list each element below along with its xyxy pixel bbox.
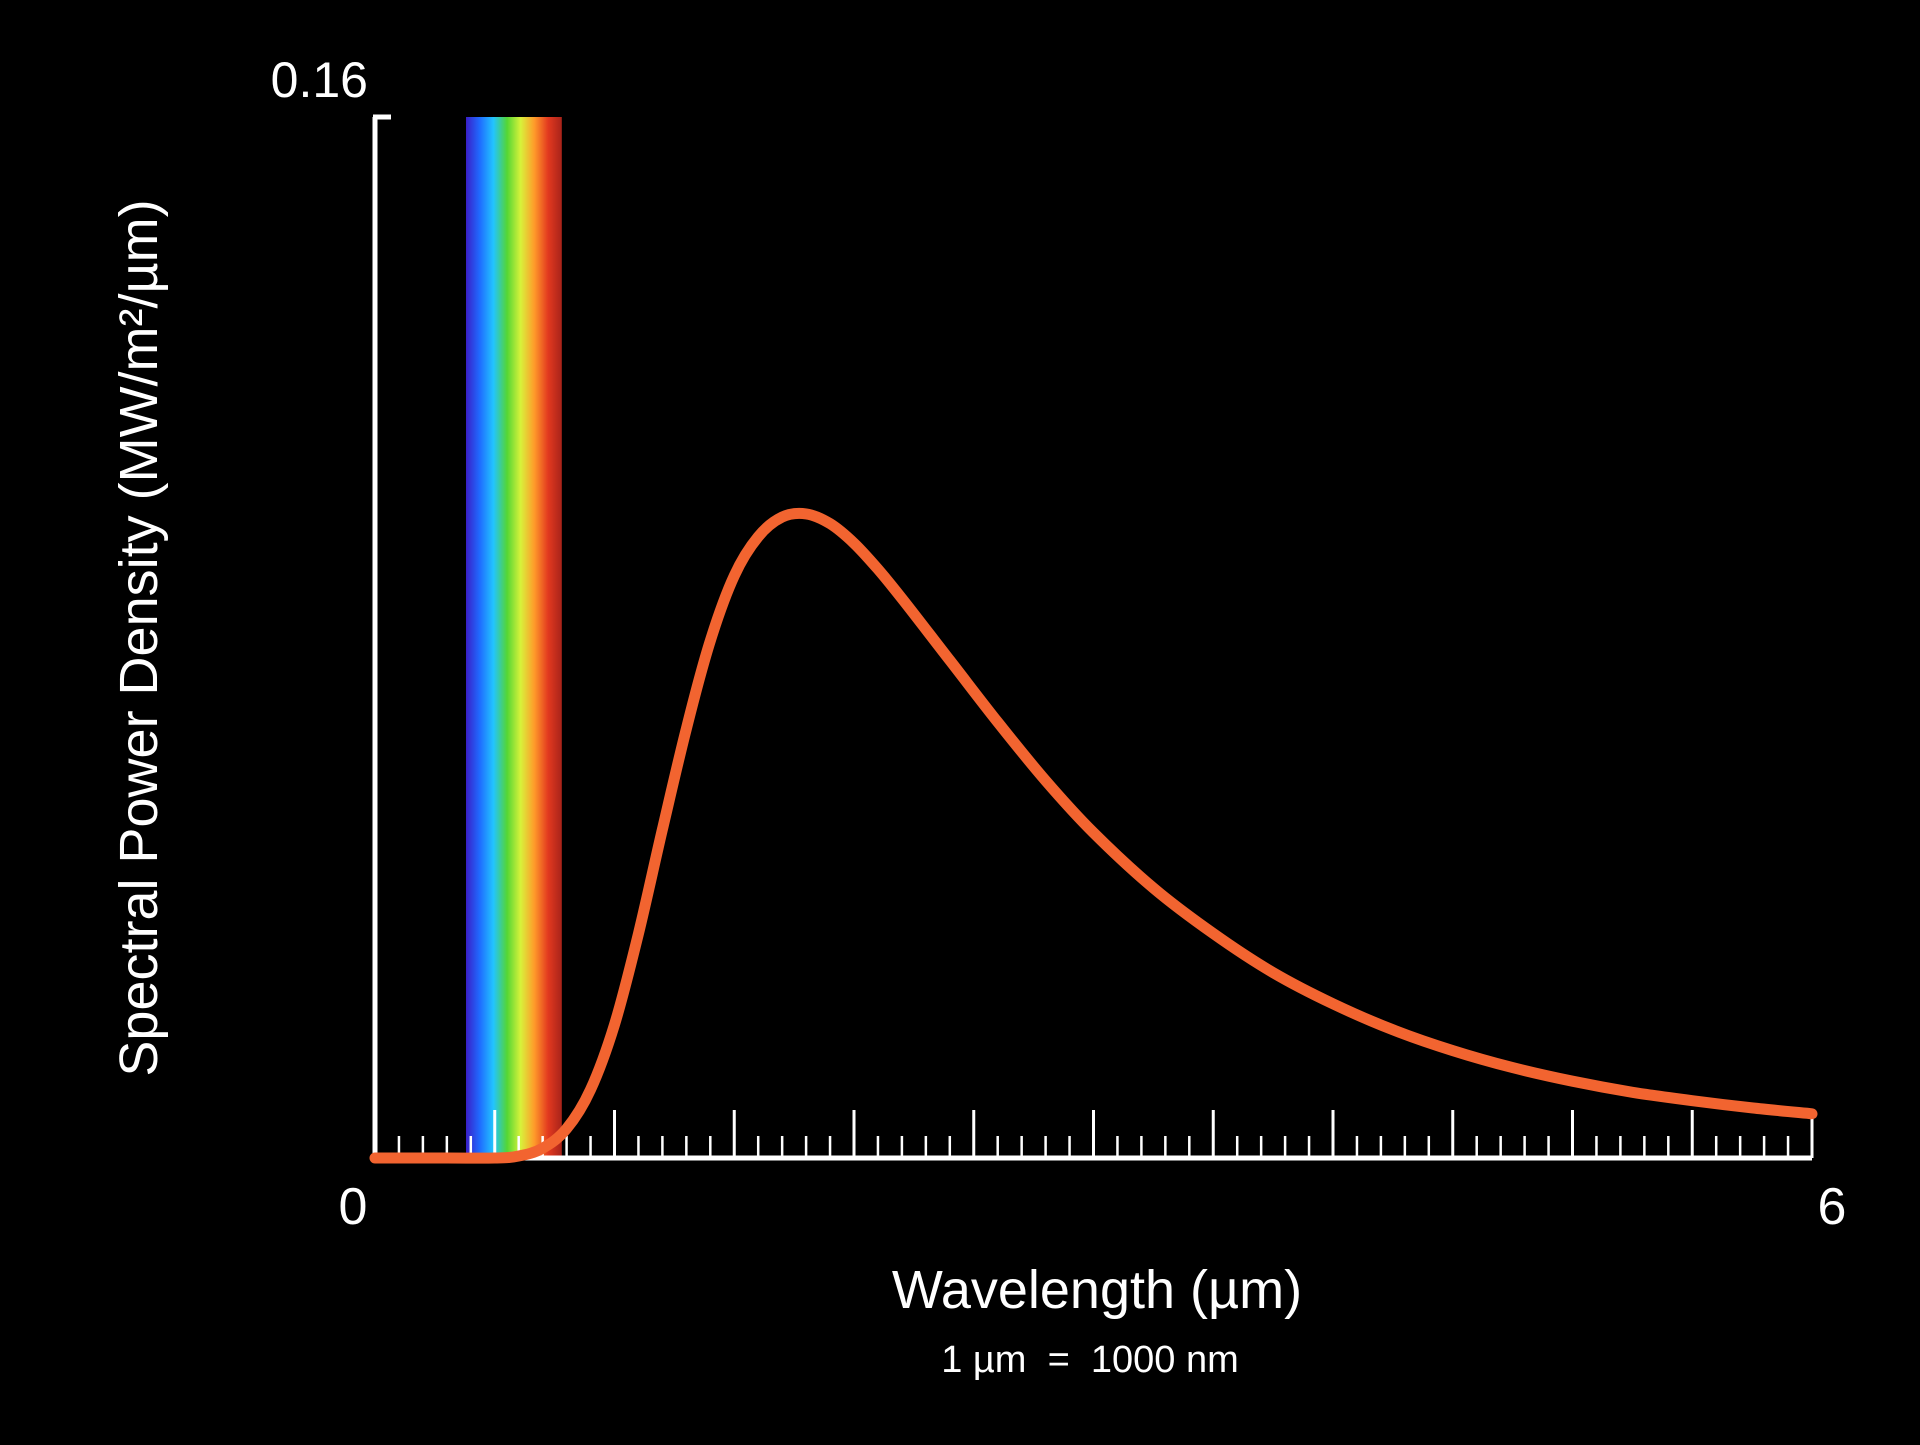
x-tick-label-left: 0 <box>339 1178 368 1236</box>
x-tick-label-right: 6 <box>1818 1178 1847 1236</box>
y-tick-label-top: 0.16 <box>271 52 368 108</box>
y-axis-title: Spectral Power Density (MW/m²/µm) <box>109 199 169 1076</box>
x-axis-unit-note: 1 µm = 1000 nm <box>941 1339 1239 1381</box>
visible-spectrum-band <box>466 117 562 1158</box>
x-axis-title: Wavelength (µm) <box>892 1260 1302 1320</box>
spectral-curve-line <box>369 507 1818 1164</box>
